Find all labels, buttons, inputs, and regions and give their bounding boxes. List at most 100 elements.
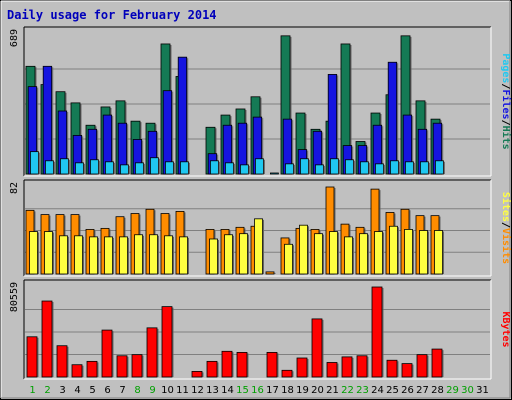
bar-sites-day-7 (119, 236, 128, 275)
chart-panels: 689 82 80559 (9, 26, 492, 380)
bar-kbytes-day-27 (416, 354, 428, 378)
chart-title: Daily usage for February 2014 (7, 8, 217, 22)
bar-pages-day-11 (179, 161, 189, 175)
x-tick-label-day-9: 9 (149, 385, 155, 396)
side-label-visits: Sites/Visits (500, 192, 512, 264)
bar-pages-day-3 (60, 158, 69, 175)
panel-visits: 82 (9, 179, 492, 277)
bar-kbytes-day-7 (116, 355, 128, 378)
bar-kbytes-day-3 (56, 345, 68, 378)
side-label-part: Hits (500, 126, 512, 150)
bar-kbytes-day-6 (101, 329, 113, 378)
bar-kbytes-day-2 (41, 300, 53, 378)
x-tick-label-day-19: 19 (296, 385, 309, 396)
bar-pages-day-14 (224, 162, 234, 175)
bar-kbytes-day-12 (191, 371, 203, 378)
bar-sites-day-18 (284, 243, 293, 275)
bar-kbytes-day-24 (371, 286, 383, 378)
bar-kbytes-day-17 (266, 352, 278, 378)
x-tick-label-day-24: 24 (371, 385, 384, 396)
bar-pages-day-27 (419, 161, 429, 175)
x-tick-label-day-22: 22 (341, 385, 354, 396)
bar-sites-day-28 (434, 230, 443, 275)
panel-kbytes: 80559 (9, 279, 492, 380)
x-tick-label-day-18: 18 (281, 385, 294, 396)
bar-kbytes-day-13 (206, 360, 218, 378)
side-label-hits: Pages/Files/Hits (500, 53, 512, 149)
bar-pages-day-15 (239, 164, 249, 175)
bar-pages-day-2 (45, 160, 54, 175)
x-tick-label-day-11: 11 (176, 385, 189, 396)
x-tick-label-day-2: 2 (44, 385, 50, 396)
y-max-label: 689 (9, 29, 20, 47)
x-tick-label-day-29: 29 (446, 385, 459, 396)
bar-kbytes-day-26 (401, 363, 413, 378)
bar-kbytes-day-23 (356, 355, 368, 378)
bar-pages-day-13 (209, 160, 219, 175)
x-tick-label-day-31: 31 (476, 385, 489, 396)
bar-pages-day-19 (299, 158, 309, 175)
x-tick-label-day-21: 21 (326, 385, 339, 396)
bar-kbytes-day-28 (431, 348, 443, 378)
side-labels: Pages/Files/Hits Sites/Visits KBytes (500, 53, 512, 347)
bar-sites-day-1 (29, 231, 38, 275)
bar-kbytes-day-20 (311, 318, 323, 378)
side-label-part: Pages (500, 53, 511, 83)
side-label-part: Visits (500, 228, 512, 264)
bar-files-day-2 (42, 65, 53, 175)
x-tick-label-day-30: 30 (461, 385, 474, 396)
bar-pages-day-6 (105, 161, 114, 175)
bar-pages-day-9 (149, 157, 159, 175)
bar-pages-day-22 (344, 159, 354, 175)
side-label-part: Files (500, 89, 512, 119)
bar-sites-day-13 (209, 238, 218, 275)
bar-sites-day-2 (44, 231, 53, 275)
bar-pages-day-25 (389, 160, 399, 175)
x-tick-label-day-3: 3 (59, 385, 65, 396)
bar-files-day-11 (177, 56, 188, 175)
bar-pages-day-17 (269, 172, 279, 175)
x-tick-label-day-10: 10 (161, 385, 174, 396)
x-tick-label-day-4: 4 (74, 385, 80, 396)
side-label-kbytes: KBytes (500, 311, 511, 347)
bar-pages-day-16 (254, 158, 264, 175)
bar-sites-day-3 (59, 235, 68, 275)
bar-kbytes-day-19 (296, 357, 308, 378)
bar-sites-day-23 (359, 233, 368, 275)
side-label-part: / (500, 222, 511, 228)
bar-kbytes-day-9 (146, 327, 158, 378)
x-tick-label-day-23: 23 (356, 385, 369, 396)
bar-pages-day-10 (164, 161, 174, 175)
x-tick-label-day-28: 28 (431, 385, 444, 396)
bar-kbytes-day-4 (71, 364, 83, 378)
x-tick-label-day-8: 8 (134, 385, 140, 396)
bar-pages-day-8 (134, 162, 144, 175)
x-tick-label-day-13: 13 (206, 385, 219, 396)
bar-sites-day-26 (404, 229, 413, 275)
bar-kbytes-day-10 (161, 306, 173, 378)
y-max-label: 80559 (9, 282, 20, 312)
bar-sites-day-10 (164, 235, 173, 275)
bar-sites-day-25 (389, 225, 398, 275)
bar-kbytes-day-22 (341, 356, 353, 378)
bar-kbytes-day-14 (221, 350, 233, 378)
bar-pages-day-5 (90, 159, 99, 175)
x-tick-label-day-17: 17 (266, 385, 279, 396)
bar-sites-day-20 (314, 233, 323, 275)
bar-pages-day-28 (434, 160, 444, 175)
x-tick-labels: 1 2 3 4 5 6 7 8 9 10 11 12 13 14 15 16 17 18 19 20 21 22 23 24 2… (29, 385, 489, 396)
bar-sites-day-11 (179, 236, 188, 275)
bar-sites-day-6 (104, 236, 113, 275)
bar-sites-day-4 (74, 235, 83, 275)
x-tick-label-day-26: 26 (401, 385, 414, 396)
bar-sites-day-14 (224, 234, 233, 275)
bar-kbytes-day-18 (281, 369, 293, 378)
x-tick-label-day-7: 7 (119, 385, 125, 396)
bar-sites-day-22 (344, 236, 353, 275)
bar-sites-day-16 (254, 218, 263, 275)
bar-pages-day-23 (359, 161, 369, 175)
bar-kbytes-day-1 (26, 336, 38, 378)
x-tick-label-day-14: 14 (221, 385, 234, 396)
bar-kbytes-day-25 (386, 359, 398, 378)
